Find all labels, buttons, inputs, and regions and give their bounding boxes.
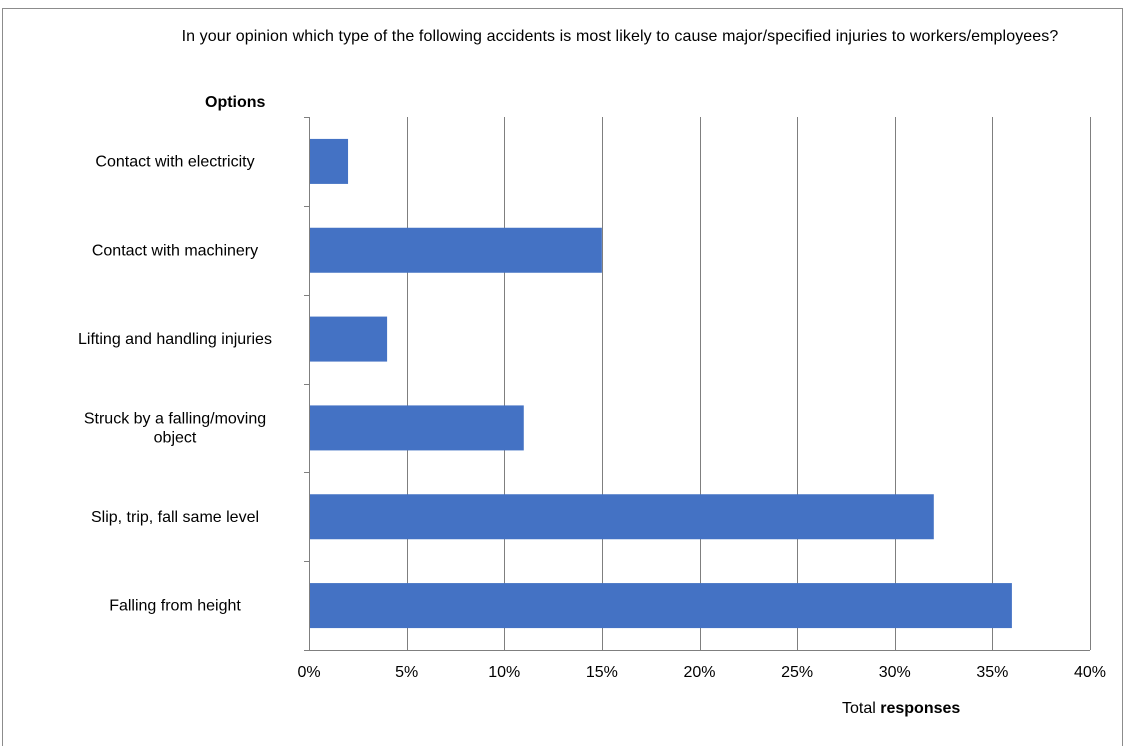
x-tick-label: 35% xyxy=(976,664,1008,681)
bar xyxy=(309,138,349,184)
bar xyxy=(309,405,524,451)
x-tick-label: 5% xyxy=(395,664,418,681)
tick-labels: 0% 5% 10% 15% 20% 25% 30% 35% 40% xyxy=(297,664,1106,681)
category-label: Contact with electricity xyxy=(95,153,254,170)
x-tick-label: 40% xyxy=(1074,664,1106,681)
bar xyxy=(309,583,1012,629)
x-tick-label: 20% xyxy=(683,664,715,681)
x-tick-label: 30% xyxy=(879,664,911,681)
category-label: Slip, trip, fall same level xyxy=(91,509,259,526)
bar xyxy=(309,494,934,540)
chart-frame xyxy=(2,8,1123,746)
category-label: Struck by a falling/moving object xyxy=(84,410,266,446)
x-axis-label-bold: responses xyxy=(880,700,961,717)
bar xyxy=(309,227,602,273)
bar xyxy=(309,316,388,362)
y-axis-label: Options xyxy=(205,94,266,111)
category-label: Falling from height xyxy=(109,598,241,615)
axes xyxy=(304,117,1090,651)
x-axis-label-prefix: Total xyxy=(842,700,876,717)
gridlines xyxy=(407,117,1091,650)
bars xyxy=(309,138,1012,629)
x-tick-label: 25% xyxy=(781,664,813,681)
x-axis-label: Total responses xyxy=(842,700,960,718)
chart-title: In your opinion which type of the follow… xyxy=(181,28,1059,45)
category-labels: Contact with electricity Contact with mac… xyxy=(78,153,272,614)
x-tick-label: 0% xyxy=(297,664,320,681)
category-label: Contact with machinery xyxy=(92,242,258,259)
x-tick-label: 10% xyxy=(488,664,520,681)
x-tick-label: 15% xyxy=(586,664,618,681)
category-label: Lifting and handling injuries xyxy=(78,331,272,348)
